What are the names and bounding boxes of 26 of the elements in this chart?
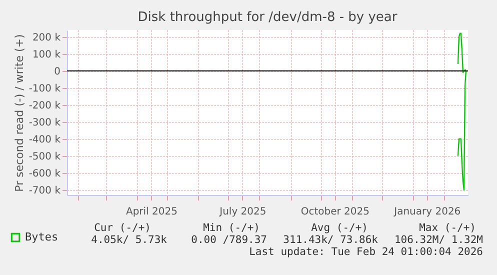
x-tick-label: October 2025 xyxy=(300,206,370,218)
text: Last update: Tue Feb 24 01:00:04 2026 xyxy=(249,246,483,258)
x-tick-label: July 2025 xyxy=(218,206,266,218)
y-axis-title: Pr second read (-) / write (+) xyxy=(12,34,26,192)
legend-label: Bytes xyxy=(25,230,58,244)
text: Max (-/+) xyxy=(419,222,476,234)
text: Avg (-/+) xyxy=(311,222,368,234)
text: 106.32M/ 1.32M xyxy=(394,234,483,246)
y-tick-label: -500 k xyxy=(28,151,61,162)
text: 311.43k/ 73.86k xyxy=(283,234,379,246)
y-tick-label: -100 k xyxy=(28,83,61,94)
text: Cur (-/+) xyxy=(94,222,151,234)
y-tick-label: 200 k xyxy=(32,32,61,44)
y-tick-label: -600 k xyxy=(28,168,61,180)
y-tick-label: -400 k xyxy=(28,134,61,146)
y-tick-label: -200 k xyxy=(28,100,61,112)
y-tick-label: -700 k xyxy=(28,185,61,196)
text: 4.05k/ 5.73k xyxy=(91,234,168,246)
text: Min (-/+) xyxy=(203,222,260,234)
y-tick-label: 100 k xyxy=(32,49,61,60)
text: 0.00 /789.37 xyxy=(191,234,267,246)
y-tick-label: -300 k xyxy=(28,117,61,128)
chart-title: Disk throughput for /dev/dm-8 - by year xyxy=(138,10,398,25)
x-tick-label: April 2025 xyxy=(126,206,178,218)
x-tick-label: January 2026 xyxy=(393,206,461,218)
y-tick-label: 0 xyxy=(54,66,60,78)
